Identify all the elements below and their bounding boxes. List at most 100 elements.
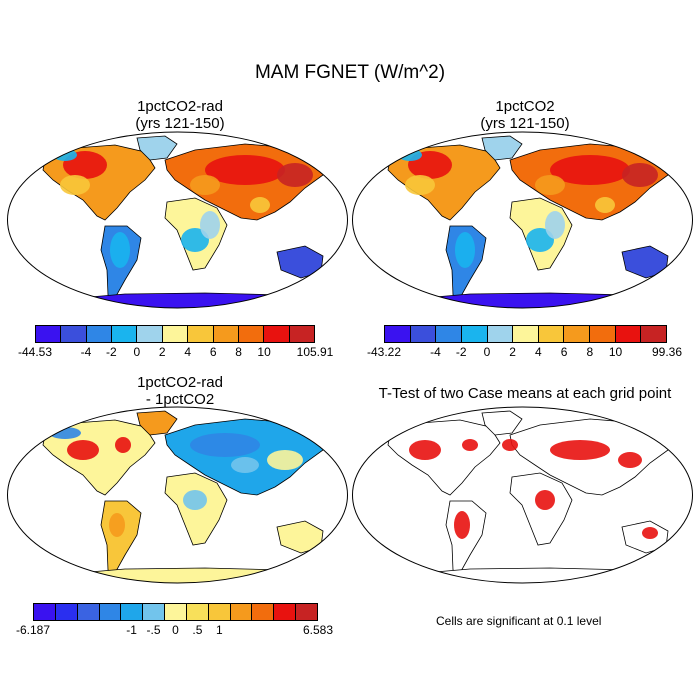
field-patch bbox=[409, 440, 441, 460]
panel4-title-line1: T-Test of two Case means at each grid po… bbox=[378, 385, 672, 402]
colorbar-swatch bbox=[77, 604, 100, 620]
colorbar-difference-labels: -6.187 -1 -.5 0 .5 1 6.583 bbox=[16, 623, 333, 639]
colorbar-swatch bbox=[143, 604, 166, 620]
map-panel-1pctco2 bbox=[352, 131, 693, 309]
colorbar-tick-label: -.5 bbox=[146, 623, 161, 637]
colorbar-swatch bbox=[513, 326, 539, 342]
colorbar-1pctco2-rad bbox=[35, 325, 315, 343]
map-panel-ttest bbox=[352, 406, 693, 584]
field-patch bbox=[190, 175, 220, 195]
colorbar-tick-label: 6 bbox=[209, 345, 217, 359]
colorbar-swatch bbox=[615, 326, 642, 342]
field-patch bbox=[60, 175, 90, 195]
colorbar-swatch bbox=[590, 326, 616, 342]
continent-greenland bbox=[136, 410, 178, 436]
colorbar-tick-label: 1 bbox=[216, 623, 223, 637]
colorbar-swatch bbox=[186, 604, 209, 620]
field-patch bbox=[205, 155, 285, 185]
field-patch bbox=[545, 211, 565, 239]
colorbar-tick-label: 99.36 bbox=[651, 345, 683, 359]
map-border bbox=[7, 131, 348, 309]
colorbar-swatch bbox=[61, 326, 87, 342]
colorbar-tick-label: 6.583 bbox=[302, 623, 334, 637]
panel4-title: T-Test of two Case means at each grid po… bbox=[355, 385, 695, 402]
field-patch bbox=[550, 440, 610, 460]
field-patch bbox=[454, 511, 470, 539]
colorbar-tick-label: 0 bbox=[483, 345, 491, 359]
continent-northAmerica bbox=[387, 419, 501, 496]
colorbar-swatch bbox=[264, 326, 290, 342]
panel3-title-line1: 1pctCO2-rad bbox=[137, 374, 223, 391]
colorbar-swatch bbox=[410, 326, 437, 342]
colorbar-tick-label: 0 bbox=[133, 345, 141, 359]
colorbar-swatch bbox=[86, 326, 113, 342]
field-patch bbox=[231, 457, 259, 473]
colorbar-swatch bbox=[487, 326, 514, 342]
continent-australia bbox=[276, 245, 324, 279]
colorbar-tick-label: 2 bbox=[158, 345, 166, 359]
panel1-title-line1: 1pctCO2-rad bbox=[137, 98, 223, 115]
map-panel-difference bbox=[7, 406, 348, 584]
colorbar-swatch bbox=[238, 326, 265, 342]
colorbar-swatch bbox=[385, 326, 411, 342]
colorbar-swatch bbox=[274, 604, 297, 620]
colorbar-swatch bbox=[137, 326, 163, 342]
colorbar-tick-label: 8 bbox=[235, 345, 242, 359]
field-patch bbox=[550, 155, 630, 185]
field-patch bbox=[277, 163, 313, 187]
colorbar-swatch bbox=[289, 326, 314, 342]
panel3-title-line2: - 1pctCO2 bbox=[145, 391, 215, 408]
colorbar-difference bbox=[33, 603, 318, 621]
colorbar-swatch bbox=[55, 604, 78, 620]
colorbar-swatch bbox=[436, 326, 462, 342]
colorbar-tick-label: 10 bbox=[608, 345, 623, 359]
colorbar-tick-label: 6 bbox=[560, 345, 568, 359]
field-patch bbox=[67, 440, 99, 460]
colorbar-1pctco2 bbox=[384, 325, 667, 343]
field-patch bbox=[622, 163, 658, 187]
field-patch bbox=[462, 439, 478, 451]
field-patch bbox=[115, 437, 131, 453]
colorbar-tick-label: 8 bbox=[586, 345, 594, 359]
colorbar-swatch bbox=[112, 326, 138, 342]
field-patch bbox=[250, 197, 270, 213]
colorbar-tick-label: 2 bbox=[509, 345, 516, 359]
colorbar-1pctco2-rad-labels: -44.53 -4 -2 0 2 4 6 8 10 105.91 bbox=[18, 345, 333, 361]
panel3-title: 1pctCO2-rad - 1pctCO2 bbox=[70, 374, 290, 408]
colorbar-swatch bbox=[208, 604, 231, 620]
colorbar-tick-label: -4 bbox=[430, 345, 441, 359]
field-patch bbox=[642, 527, 658, 539]
field-patch bbox=[200, 211, 220, 239]
colorbar-swatch bbox=[165, 604, 187, 620]
continent-greenland bbox=[481, 410, 523, 436]
continent-greenland bbox=[136, 135, 178, 161]
colorbar-swatch bbox=[296, 604, 317, 620]
field-patch bbox=[181, 228, 209, 252]
colorbar-1pctco2-labels: -43.22 -4 -2 0 2 4 6 8 10 99.36 bbox=[367, 345, 682, 361]
colorbar-tick-label: -2 bbox=[106, 345, 117, 359]
continent-antarctica bbox=[398, 567, 671, 583]
colorbar-swatch bbox=[230, 604, 253, 620]
figure-title: MAM FGNET (W/m^2) bbox=[254, 62, 446, 83]
colorbar-swatch bbox=[461, 326, 488, 342]
field-patch bbox=[183, 490, 207, 510]
significance-note: Cells are significant at 0.1 level bbox=[436, 614, 602, 628]
panel1-title-line2: (yrs 121-150) bbox=[135, 115, 225, 132]
colorbar-tick-label: -6.187 bbox=[15, 623, 51, 637]
colorbar-tick-label: 4 bbox=[184, 345, 192, 359]
panel1-title: 1pctCO2-rad (yrs 121-150) bbox=[70, 98, 290, 132]
colorbar-tick-label: -1 bbox=[126, 623, 137, 637]
continent-greenland bbox=[481, 135, 523, 161]
field-patch bbox=[110, 232, 130, 268]
continent-australia bbox=[276, 520, 324, 554]
colorbar-tick-label: 10 bbox=[257, 345, 271, 359]
colorbar-swatch bbox=[162, 326, 189, 342]
colorbar-swatch bbox=[538, 326, 565, 342]
field-patch bbox=[267, 450, 303, 470]
colorbar-swatch bbox=[34, 604, 56, 620]
map-panel-1pctco2-rad bbox=[7, 131, 348, 309]
colorbar-swatch bbox=[121, 604, 144, 620]
continent-southAmerica bbox=[100, 500, 142, 574]
field-patch bbox=[405, 175, 435, 195]
field-patch bbox=[618, 452, 642, 468]
